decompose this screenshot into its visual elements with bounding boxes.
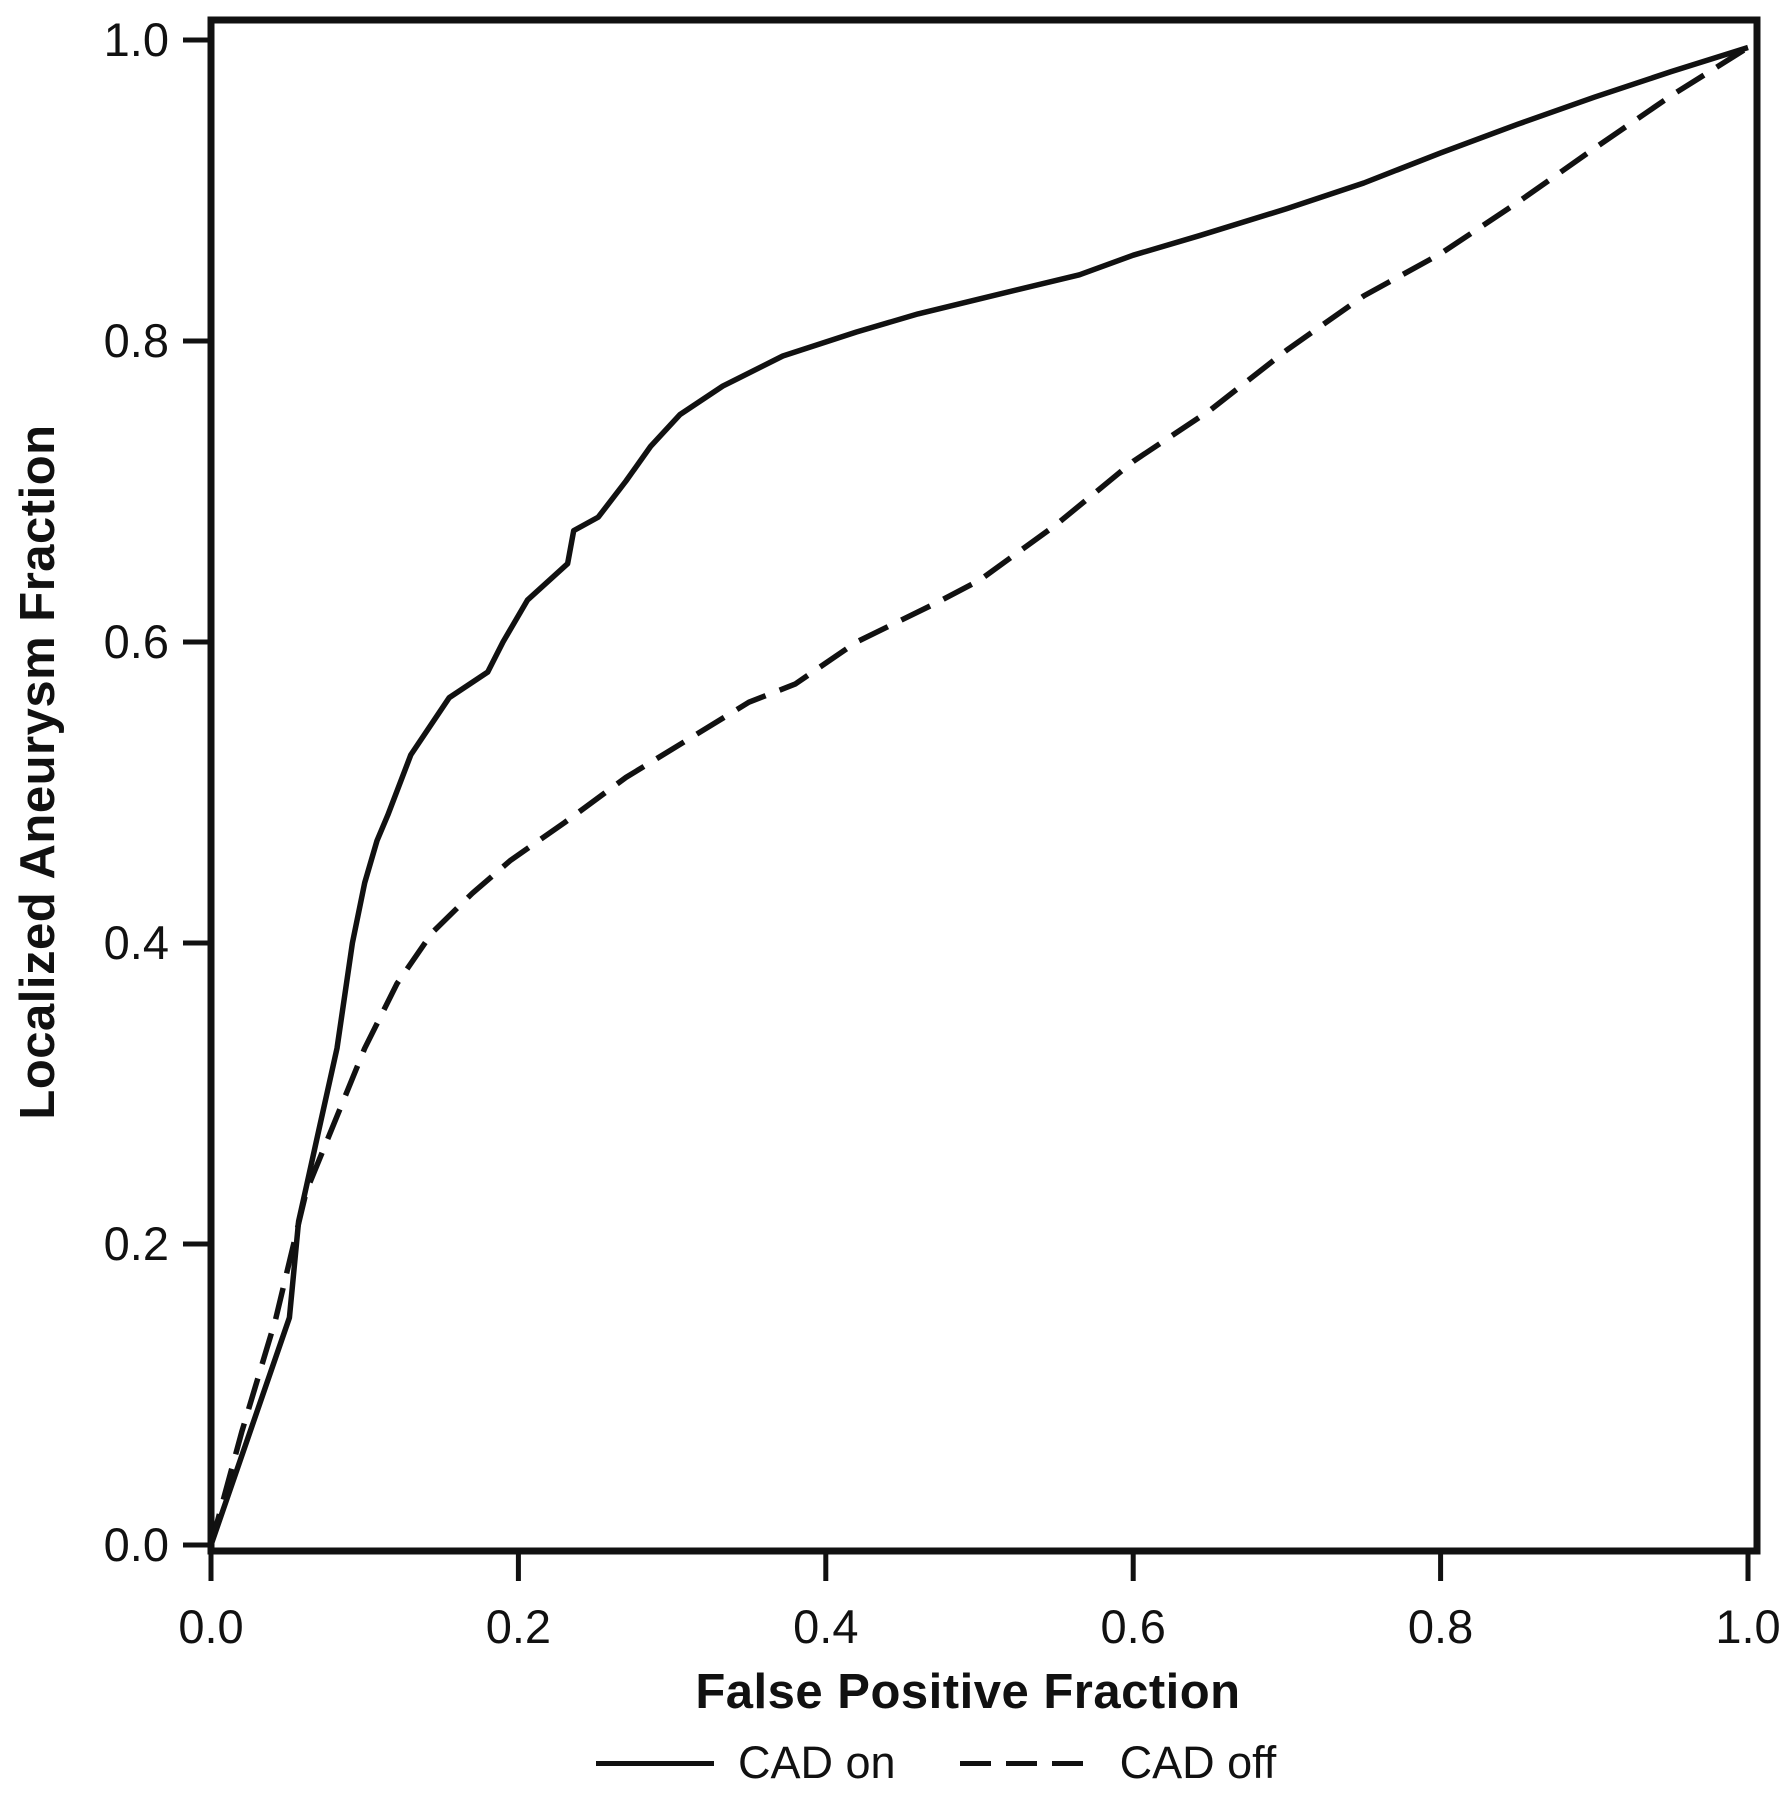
x-tick-label: 0.0 bbox=[178, 1600, 243, 1653]
legend-label-cad-on: CAD on bbox=[738, 1737, 896, 1788]
legend-label-cad-off: CAD off bbox=[1119, 1737, 1277, 1788]
legend: CAD on CAD off bbox=[596, 1736, 1276, 1790]
legend-line-dashed-icon bbox=[959, 1760, 1096, 1766]
plot-box bbox=[207, 16, 1761, 1555]
y-tick-label: 0.0 bbox=[104, 1518, 169, 1571]
y-tick-label: 0.4 bbox=[104, 916, 169, 969]
x-tick-label: 0.6 bbox=[1101, 1600, 1166, 1653]
legend-line-solid-icon bbox=[596, 1760, 714, 1766]
y-tick-label: 0.8 bbox=[104, 314, 169, 367]
series-cad-off bbox=[208, 45, 1750, 1546]
y-tick-label: 1.0 bbox=[104, 13, 169, 66]
y-tick-label: 0.6 bbox=[104, 615, 169, 668]
x-axis-title: False Positive Fraction bbox=[695, 1665, 1241, 1719]
series-cad-on bbox=[208, 44, 1749, 1546]
x-tick-label: 1.0 bbox=[1715, 1600, 1780, 1653]
x-tick-label: 0.8 bbox=[1408, 1600, 1473, 1653]
x-tick-label: 0.4 bbox=[793, 1600, 858, 1653]
y-axis-title: Localized Aneurysm Fraction bbox=[11, 424, 65, 1120]
y-tick-label: 0.2 bbox=[104, 1217, 169, 1270]
x-tick-label: 0.2 bbox=[486, 1600, 551, 1653]
